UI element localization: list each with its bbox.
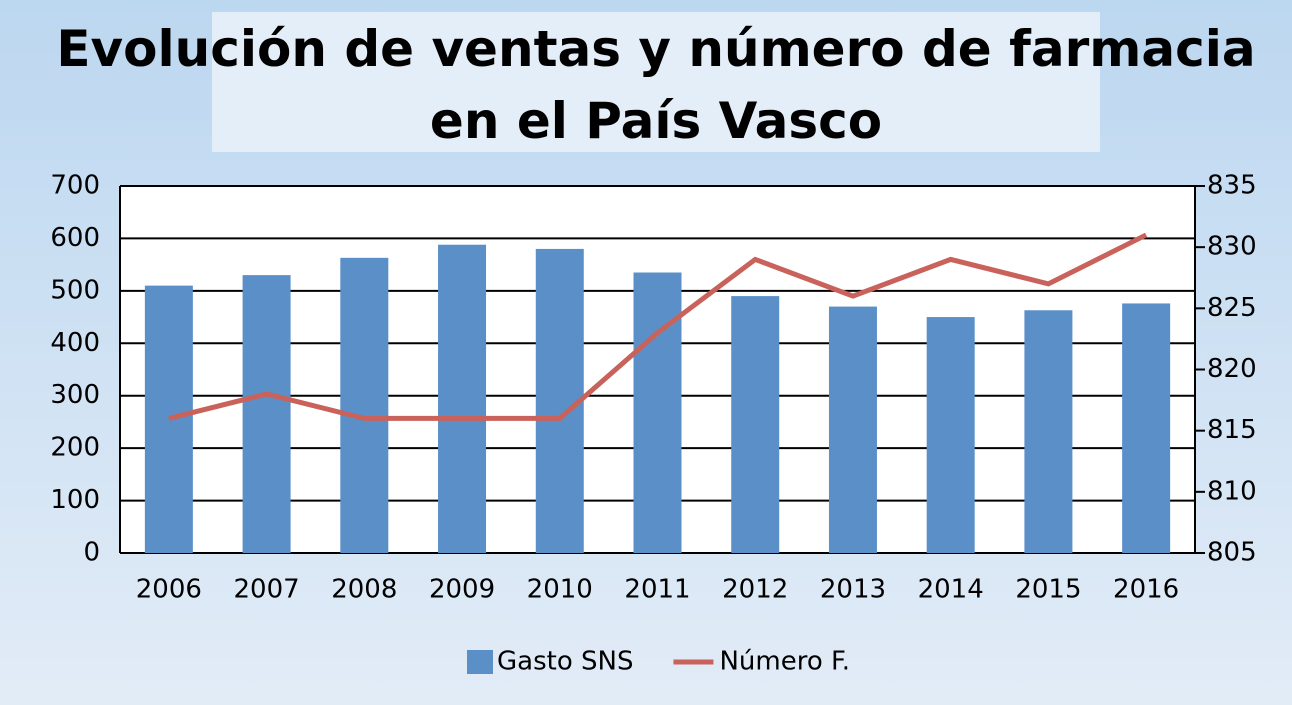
y-tick-label: 400 [50,328,100,358]
chart-title: Evolución de ventas y número de farmacia… [56,20,1255,150]
legend-label: Número F. [719,647,850,677]
x-tick-label: 2010 [527,575,593,605]
title-box [212,12,1100,152]
bar [828,306,877,553]
bar [633,272,682,553]
x-tick-label: 2015 [1015,575,1081,605]
x-tick-label: 2011 [624,575,690,605]
y2-tick-label: 820 [1207,354,1257,384]
legend-swatch [467,650,493,674]
y-tick-label: 700 [50,171,100,201]
y-tick-label: 600 [50,223,100,253]
y-tick-label: 200 [50,433,100,463]
y-tick-label: 100 [50,485,100,515]
x-tick-label: 2014 [918,575,984,605]
bar [1024,310,1073,553]
y2-tick-label: 830 [1207,232,1257,262]
bar [731,296,780,553]
bar [144,285,193,553]
line [168,232,1148,421]
x-tick-label: 2008 [331,575,397,605]
x-tick-label: 2007 [234,575,300,605]
bar [1122,303,1171,553]
x-tick-label: 2009 [429,575,495,605]
y2-tick-label: 810 [1207,476,1257,506]
bar [438,244,487,553]
y2-tick-label: 805 [1207,538,1257,568]
y-tick-label: 0 [83,538,100,568]
y2-tick-label: 825 [1207,293,1257,323]
bar [242,275,291,553]
y2-tick-label: 835 [1207,171,1257,201]
bar [926,317,975,553]
bar [340,257,389,553]
bar [535,248,584,553]
legend-label: Gasto SNS [497,647,633,677]
x-tick-label: 2012 [722,575,788,605]
y-tick-label: 300 [50,380,100,410]
x-tick-label: 2016 [1113,575,1179,605]
y-tick-label: 500 [50,275,100,305]
x-tick-label: 2013 [820,575,886,605]
y2-tick-label: 815 [1207,415,1257,445]
x-tick-label: 2006 [136,575,202,605]
